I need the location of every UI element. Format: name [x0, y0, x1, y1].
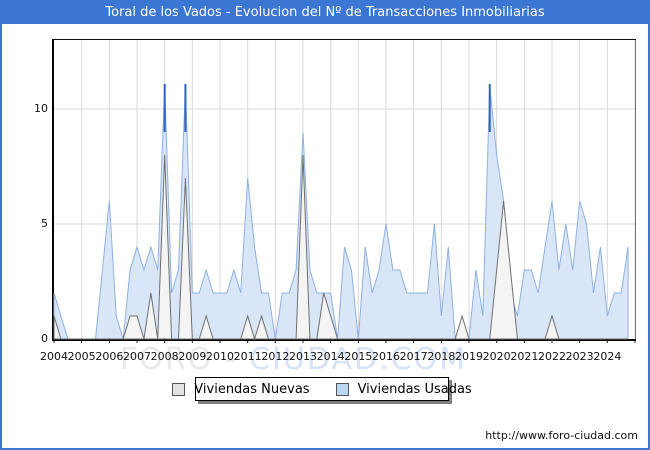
x-tick-label: 2012	[261, 350, 290, 363]
legend-label-usadas: Viviendas Usadas	[357, 381, 472, 397]
watermark-separator: -	[213, 342, 250, 377]
footer-url[interactable]: http://www.foro-ciudad.com	[485, 429, 638, 442]
x-tick-label: 2011	[233, 350, 262, 363]
area-series	[53, 85, 629, 341]
x-tick-label: 2018	[427, 350, 456, 363]
x-tick-label: 2023	[565, 350, 594, 363]
x-tick-label: 2007	[123, 350, 151, 363]
y-tick-label: 10	[34, 102, 48, 115]
chart-title: Toral de los Vados - Evolucion del Nº de…	[105, 5, 545, 20]
legend-item-viviendas-nuevas[interactable]: Viviendas Nuevas	[172, 381, 310, 397]
y-tick-label: 0	[41, 332, 48, 345]
plot-area	[52, 39, 636, 343]
area-viviendas-usadas	[53, 85, 629, 340]
watermark-part1: FORO	[120, 342, 214, 377]
y-tick-label: 5	[41, 217, 48, 230]
x-tick-label: 2017	[399, 350, 428, 363]
x-tick-label: 2008	[150, 350, 179, 363]
x-tick-label: 2020	[482, 350, 511, 363]
x-tick-label: 2010	[206, 350, 234, 363]
legend-swatch-nuevas	[172, 382, 186, 396]
watermark-part2: CIUDAD.COM	[249, 342, 468, 377]
x-tick-label: 2019	[455, 350, 483, 363]
area-viviendas-nuevas	[53, 154, 629, 341]
legend-item-viviendas-usadas[interactable]: Viviendas Usadas	[335, 381, 472, 397]
x-tick-label: 2004	[40, 350, 68, 363]
x-tick-label: 2024	[593, 350, 622, 363]
legend-label-nuevas: Viviendas Nuevas	[194, 381, 310, 397]
x-tick-label: 2015	[344, 350, 373, 363]
watermark: FORO - CIUDAD.COM	[120, 342, 467, 377]
x-tick-label: 2021	[510, 350, 539, 363]
x-tick-label: 2013	[289, 350, 317, 363]
x-tick-label: 2016	[372, 350, 400, 363]
axis-ticks	[53, 339, 636, 343]
peak-accents	[163, 84, 491, 132]
x-tick-label: 2009	[178, 350, 207, 363]
plot-svg	[53, 40, 636, 343]
x-tick-label: 2014	[316, 350, 345, 363]
x-tick-label: 2005	[67, 350, 96, 363]
legend: Viviendas Nuevas Viviendas Usadas	[172, 377, 472, 401]
title-bar: Toral de los Vados - Evolucion del Nº de…	[2, 2, 648, 24]
x-tick-label: 2006	[95, 350, 124, 363]
legend-swatch-usadas	[335, 382, 349, 396]
x-tick-label: 2022	[538, 350, 566, 363]
